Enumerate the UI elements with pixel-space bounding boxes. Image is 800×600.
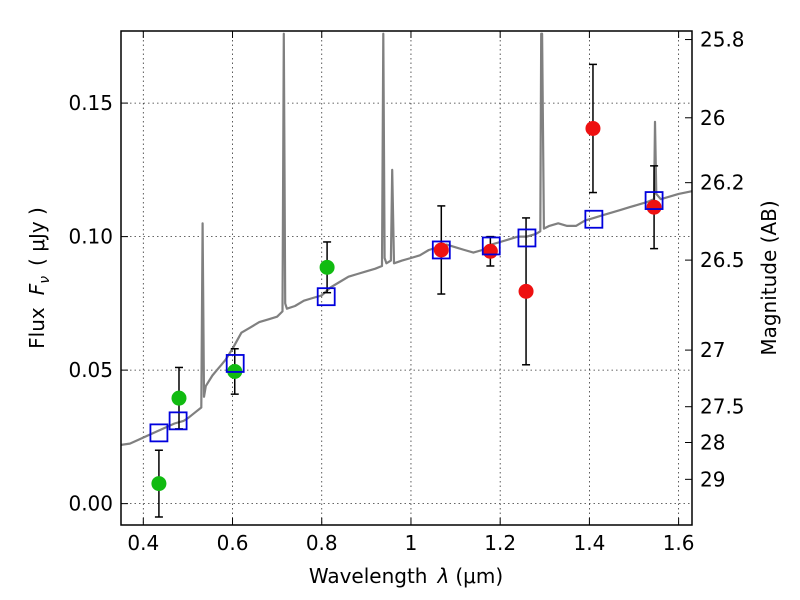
model-square-point [517, 228, 537, 248]
ticks-layer: 0.4 0.6 0.8 1 1.2 1.4 1.6 0.00 0.05 0.10 0.15 25.8 2… [68, 28, 744, 555]
model-square-point [149, 423, 169, 443]
model-square-point [225, 354, 245, 373]
red-data-point [585, 120, 601, 136]
spectrum-layer [120, 32, 693, 446]
x-tick-label: 0.8 [306, 531, 338, 555]
spectrum-line [120, 32, 693, 446]
green-data-point [319, 259, 335, 275]
y2-tick-label: 26.5 [700, 248, 745, 272]
x-tick-label: 1.6 [663, 531, 695, 555]
grid [121, 31, 692, 525]
y2-tick-label: 27.5 [700, 395, 745, 419]
y2-tick-label: 26 [700, 106, 725, 130]
model-square-point [644, 191, 664, 210]
red-data-point [518, 283, 534, 299]
model-square-point [584, 209, 604, 229]
red-data-point [482, 243, 498, 259]
y-tick-label: 0.05 [68, 358, 113, 382]
y2-tick-label: 26.2 [700, 171, 745, 195]
x-tick-label: 1.4 [573, 531, 605, 555]
x-axis-label: Wavelength λ (μm) [309, 564, 503, 588]
y2-axis-label: Magnitude (AB) [757, 200, 781, 355]
model-square-point [168, 411, 188, 431]
x-tick-label: 1 [405, 531, 418, 555]
y2-tick-label: 25.8 [700, 28, 745, 52]
red-data-point [646, 199, 662, 215]
x-tick-label: 1.2 [484, 531, 516, 555]
y-tick-label: 0.10 [68, 225, 113, 249]
marks-layer [149, 63, 664, 518]
green-data-point [151, 476, 167, 492]
plot-frame [120, 30, 693, 526]
model-square-point [481, 236, 501, 256]
y2-tick-label: 27 [700, 338, 725, 362]
model-square-point [431, 240, 451, 260]
x-tick-label: 0.4 [127, 531, 159, 555]
y2-tick-label: 28 [700, 430, 725, 454]
y-tick-label: 0.15 [68, 91, 113, 115]
model-square-point [316, 287, 336, 307]
y-axis-label: FluxFν( μJy ) [25, 207, 53, 349]
y2-tick-label: 29 [700, 467, 725, 491]
y-tick-label: 0.00 [68, 492, 113, 516]
green-data-point [171, 390, 187, 406]
x-tick-label: 0.6 [217, 531, 249, 555]
red-data-point [433, 242, 449, 258]
